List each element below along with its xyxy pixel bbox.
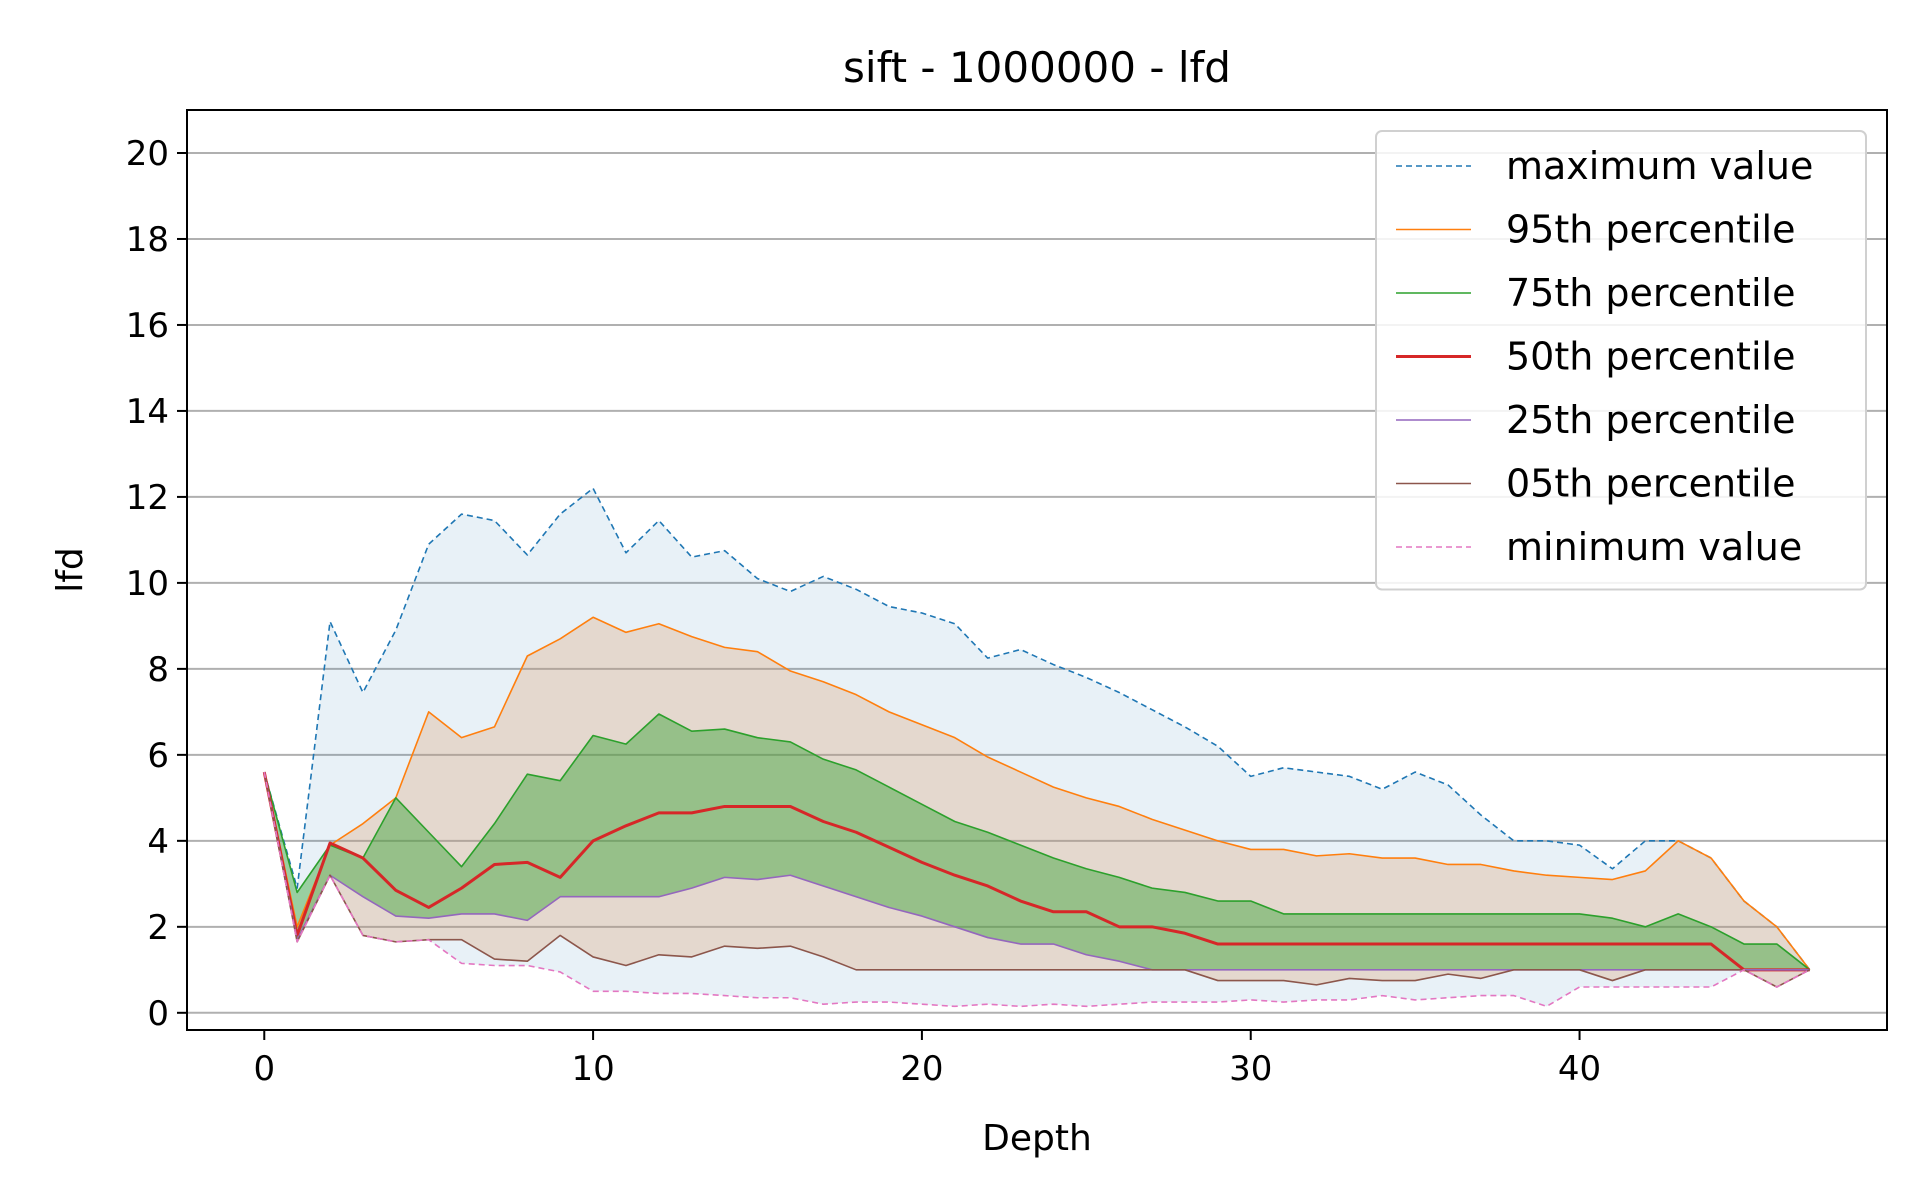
y-tick-label: 0 [147,994,169,1034]
y-tick-label: 2 [147,908,169,948]
x-tick-label: 30 [1229,1049,1272,1089]
series-line [262,771,1810,972]
chart-title: sift - 1000000 - lfd [843,43,1231,92]
x-tick-label: 10 [571,1049,614,1089]
series-lines [262,487,1811,1008]
band-area [264,714,1810,970]
percentile-bands [264,488,1810,1007]
legend-label: 50th percentile [1506,335,1795,379]
legend-label: 75th percentile [1506,271,1795,315]
y-tick-label: 8 [147,650,169,690]
y-tick-label: 14 [126,392,169,432]
legend-label: maximum value [1506,144,1813,188]
y-tick-label: 16 [126,306,169,346]
x-tick-label: 0 [253,1049,275,1089]
plot-frame [186,109,1888,1031]
x-axis-label: Depth [982,1118,1092,1159]
band-area [264,488,1810,1007]
series-line [263,771,1811,1008]
legend: maximum value 95th percentile 75th percent… [1375,130,1867,591]
y-tick-label: 4 [147,822,169,862]
x-tick-label: 20 [900,1049,943,1089]
y-tick-label: 20 [126,134,169,174]
y-tick-label: 12 [126,478,169,518]
legend-label: 25th percentile [1506,398,1795,442]
y-axis-ticks: 0 2 4 6 8 10 12 14 16 18 20 [126,134,187,1034]
legend-box [1375,130,1867,591]
series-line [263,713,1811,971]
series-line [263,616,1811,971]
band-area [264,617,1810,988]
series-line [263,771,1811,988]
y-tick-label: 6 [147,736,169,776]
y-axis-label: lfd [50,547,91,593]
x-axis-ticks: 0 10 20 30 40 [253,1030,1601,1089]
y-tick-label: 18 [126,220,169,260]
series-line [263,487,1811,971]
legend-label: 95th percentile [1506,208,1795,252]
legend-label: 05th percentile [1506,462,1795,506]
y-tick-label: 10 [126,564,169,604]
x-tick-label: 40 [1558,1049,1601,1089]
legend-label: minimum value [1506,525,1802,569]
